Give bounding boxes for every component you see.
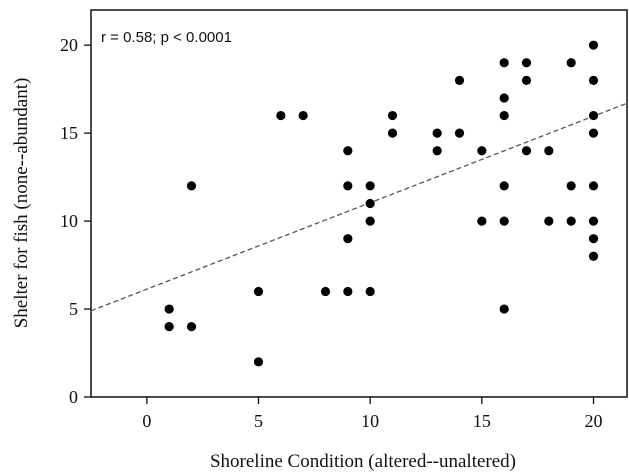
data-point [477,146,487,156]
data-point [499,110,509,121]
data-point [387,110,398,121]
data-point [566,58,576,68]
data-point [588,216,599,226]
data-point [186,322,197,332]
data-point [276,110,286,121]
data-point [499,216,509,226]
data-point [588,75,599,85]
data-point [365,181,375,191]
x-axis-title: Shoreline Condition (altered--unaltered) [210,451,516,472]
axis-ticks: 0 5 10 15 20 0 5 10 15 20 [60,35,603,431]
x-tick-label: 0 [142,411,151,431]
data-point [588,110,599,121]
data-points [164,40,599,367]
data-point [186,181,197,191]
data-point [454,128,465,138]
y-tick-label: 10 [60,211,78,231]
data-point [499,181,509,191]
y-axis-title: Shelter for fish (none--abundant) [11,78,32,329]
data-point [343,234,353,244]
data-point [454,75,465,85]
data-point [387,128,398,138]
data-point [164,322,174,332]
data-point [588,181,599,191]
data-point [343,181,353,191]
data-point [432,128,442,138]
plot-frame [90,9,628,398]
data-point [365,216,375,226]
y-tick-label: 15 [60,123,78,143]
y-tick-label: 5 [69,299,78,319]
data-point [298,110,308,121]
x-tick-label: 5 [254,411,263,431]
data-point [566,216,576,226]
data-point [343,286,353,297]
data-point [588,251,599,261]
x-tick-label: 15 [473,411,491,431]
data-point [588,40,599,50]
data-point [499,58,509,68]
correlation-annotation: r = 0.58; p < 0.0001 [101,29,232,46]
y-tick-label: 0 [69,387,78,407]
data-point [253,357,264,367]
data-point [588,234,599,244]
data-point [320,286,331,297]
data-point [566,181,576,191]
data-point [499,93,509,103]
data-point [588,128,599,138]
data-point [164,304,174,314]
data-point [544,216,554,226]
data-point [365,286,375,297]
data-point [432,146,442,156]
data-point [499,304,509,314]
data-point [521,75,532,85]
data-point [365,198,375,209]
x-tick-label: 20 [585,411,603,431]
data-point [521,146,532,156]
data-point [253,286,264,297]
x-tick-label: 10 [361,411,379,431]
data-point [477,216,487,226]
data-point [544,146,554,156]
y-tick-label: 20 [60,35,78,55]
trend-line [90,102,628,312]
data-point [343,146,353,156]
data-point [521,58,532,68]
